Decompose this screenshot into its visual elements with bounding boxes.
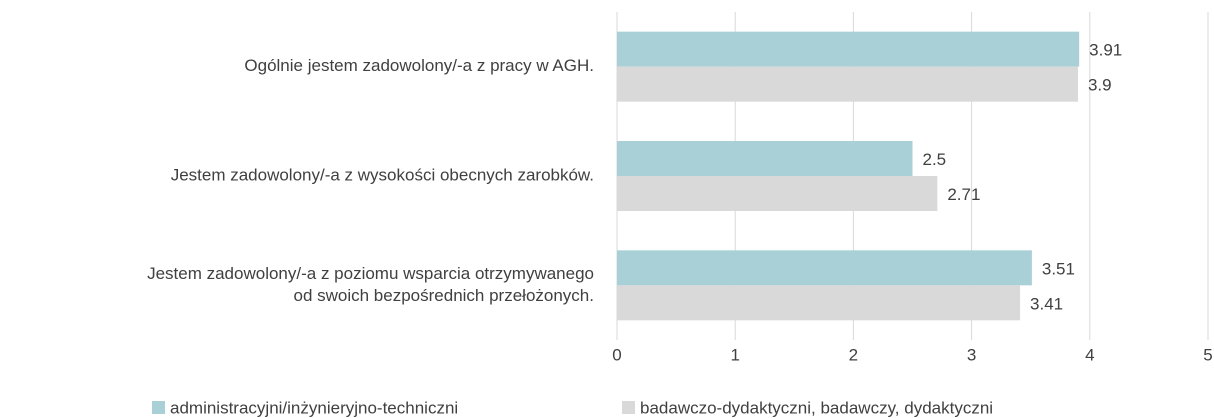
data-label: 2.5: [923, 150, 947, 169]
bar: [617, 285, 1021, 321]
x-tick-label: 0: [612, 345, 621, 364]
data-label: 3.51: [1042, 259, 1075, 278]
x-tick-label: 3: [967, 345, 976, 364]
data-label: 3.41: [1030, 294, 1063, 313]
legend-swatch: [622, 401, 635, 414]
x-tick-label: 4: [1085, 345, 1094, 364]
y-tick-label: Jestem zadowolony/-a z poziomu wsparcia …: [147, 264, 594, 283]
bar: [617, 250, 1032, 286]
y-tick-label: Ogólnie jestem zadowolony/-a z pracy w A…: [244, 56, 594, 75]
legend-label: badawczo-dydaktyczni, badawczy, dydaktyc…: [640, 398, 993, 417]
data-label: 2.71: [947, 185, 980, 204]
data-label: 3.9: [1088, 76, 1112, 95]
data-label: 3.91: [1089, 41, 1122, 60]
y-tick-label: od swoich bezpośrednich przełożonych.: [293, 286, 594, 305]
legend-label: administracyjni/inżynieryjno-techniczni: [170, 398, 458, 417]
bar: [617, 31, 1080, 67]
bar: [617, 66, 1078, 102]
x-tick-label: 1: [730, 345, 739, 364]
x-tick-label: 5: [1203, 345, 1212, 364]
x-tick-label: 2: [849, 345, 858, 364]
bar: [617, 141, 913, 176]
legend-swatch: [152, 401, 165, 414]
bar: [617, 176, 938, 211]
y-tick-label: Jestem zadowolony/-a z wysokości obecnyc…: [171, 165, 594, 184]
